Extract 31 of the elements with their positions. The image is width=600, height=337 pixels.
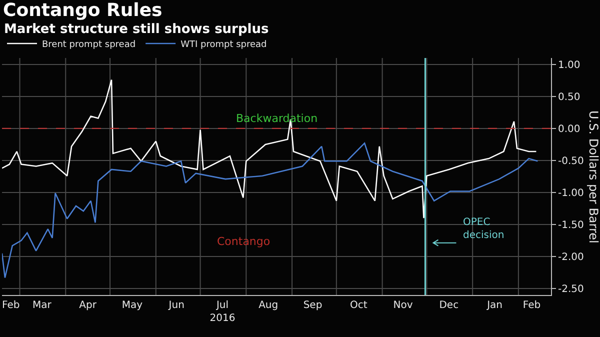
x-tick-label: Mar [32, 300, 52, 311]
x-tick-label: Sep [303, 300, 322, 311]
y-tick-label: -1.50 [558, 220, 584, 232]
y-tick-label: -0.50 [558, 156, 584, 167]
x-tick-label: Nov [393, 300, 413, 311]
y-axis-title: U.S. Dollars per Barrel [586, 110, 600, 244]
chart-subtitle: Market structure still shows surplus [4, 22, 269, 37]
y-tick-label: 1.00 [558, 60, 580, 71]
x-tick-label: Jul 2016 [210, 300, 236, 324]
y-tick-label: 0.00 [558, 124, 580, 135]
line-series [2, 79, 537, 219]
chart-title: Contango Rules [3, 0, 162, 21]
legend-label: Brent prompt spread [42, 40, 136, 50]
x-tick-label: Jan [486, 300, 502, 311]
ref-line-label: OPEC decision [463, 217, 504, 241]
line-series [2, 142, 538, 278]
x-tick-label: Feb [522, 300, 541, 311]
annotation: Backwardation [236, 112, 318, 125]
x-tick-label: Apr [79, 300, 98, 311]
x-tick-label: Oct [350, 300, 368, 311]
x-tick-label: May [122, 300, 143, 311]
y-tick-label: -2.50 [558, 284, 584, 296]
y-tick-label: -1.00 [558, 188, 584, 200]
x-tick-label: Jun [168, 300, 184, 311]
legend-label: WTI prompt spread [180, 40, 267, 50]
x-tick-label: Feb [2, 300, 20, 311]
x-tick-label: Aug [258, 300, 278, 311]
annotation: Contango [217, 235, 270, 248]
x-tick-label: Dec [439, 300, 459, 311]
y-tick-label: 0.50 [558, 92, 580, 103]
y-tick-label: -2.00 [558, 252, 584, 264]
